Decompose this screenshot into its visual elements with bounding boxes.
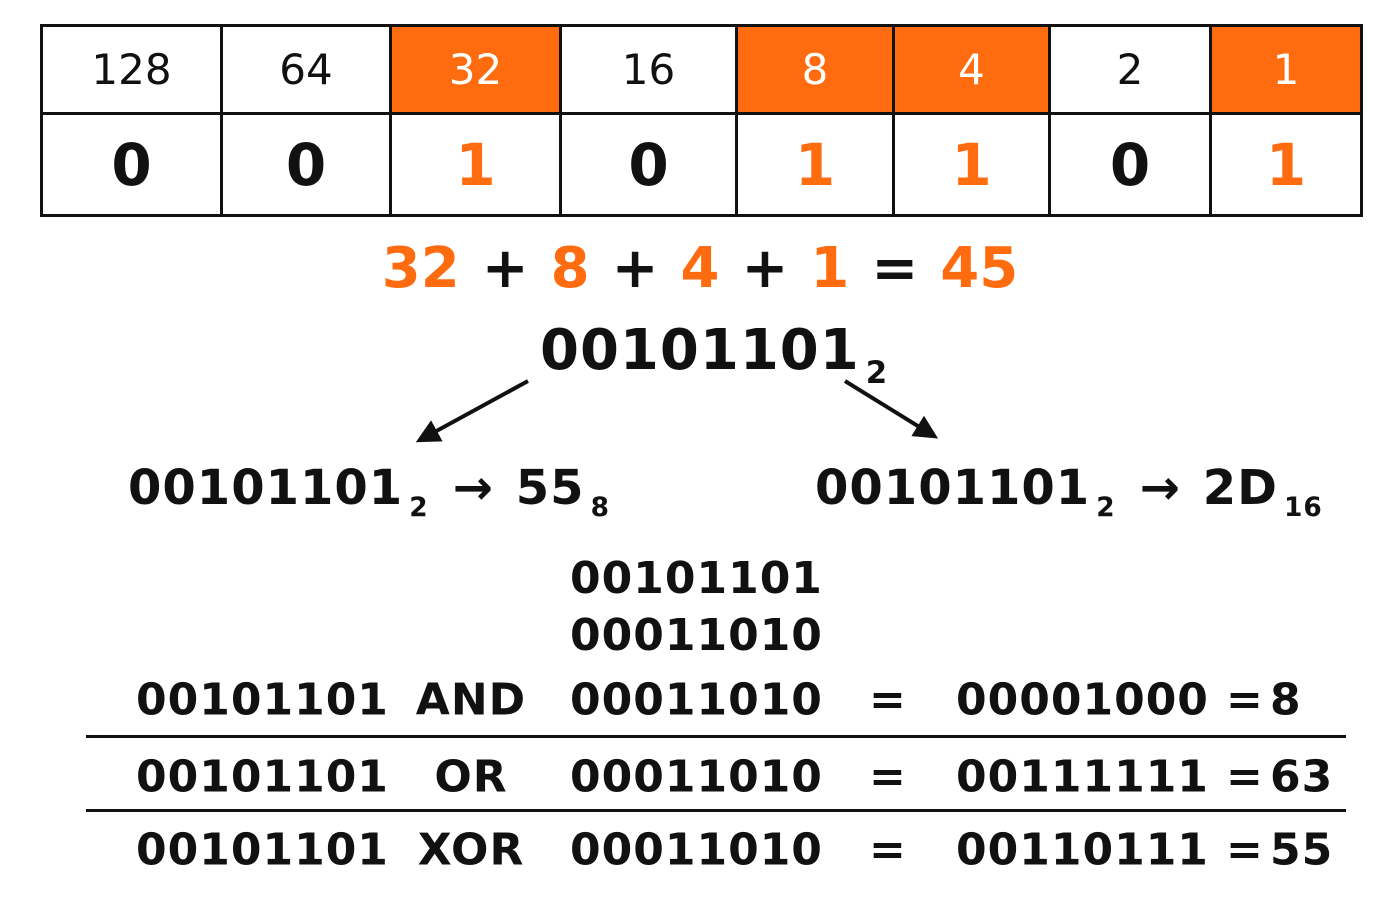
weight-cell: 8 xyxy=(735,24,895,115)
weight-cell: 64 xyxy=(220,24,392,115)
binary-result: 00111111 xyxy=(956,751,1209,803)
octal-conversion: 00101101 2 → 55 8 xyxy=(128,460,610,523)
binary-number: 00101101 2 xyxy=(540,318,888,391)
weight-cell: 16 xyxy=(559,24,738,115)
plus-sign: + xyxy=(741,236,789,301)
binary-result: 00110111 xyxy=(956,824,1209,876)
decimal-result: 55 xyxy=(1270,824,1334,876)
equals-sign: = xyxy=(869,751,907,803)
operator-label: XOR xyxy=(417,824,525,876)
weight-cell: 4 xyxy=(892,24,1051,115)
right-operand: 00011010 xyxy=(570,674,823,726)
stacked-operand: 00101101 xyxy=(570,553,823,604)
octal-value: 55 xyxy=(515,460,585,516)
conversion-source: 00101101 xyxy=(128,460,404,516)
bit-cell: 0 xyxy=(1048,112,1212,217)
equals-sign: = xyxy=(1226,751,1264,803)
weight-cell: 32 xyxy=(389,24,562,115)
row-divider xyxy=(86,809,1346,812)
arrow-right-icon: → xyxy=(1139,460,1181,516)
conversion-source: 00101101 xyxy=(815,460,1091,516)
and-row: 00101101 AND 00011010 = 00001000 = 8 xyxy=(86,665,1346,735)
bit-cell: 1 xyxy=(892,112,1051,217)
base-subscript: 2 xyxy=(409,491,429,523)
sum-term: 1 xyxy=(810,236,850,301)
plus-sign: + xyxy=(611,236,659,301)
sum-term: 8 xyxy=(550,236,590,301)
left-operand: 00101101 xyxy=(136,674,389,726)
plus-sign: + xyxy=(481,236,529,301)
left-operand: 00101101 xyxy=(136,824,389,876)
base-subscript: 8 xyxy=(590,491,610,523)
hex-conversion: 00101101 2 → 2D 16 xyxy=(815,460,1323,523)
bit-weights-row: 128 64 32 16 8 4 2 1 xyxy=(40,24,1363,115)
right-operand: 00011010 xyxy=(570,751,823,803)
base-subscript: 16 xyxy=(1284,491,1323,523)
xor-row: 00101101 XOR 00011010 = 00110111 = 55 xyxy=(86,815,1346,885)
bit-cell: 0 xyxy=(40,112,223,217)
weight-cell: 1 xyxy=(1209,24,1363,115)
operator-label: OR xyxy=(434,751,508,803)
bit-cell: 1 xyxy=(389,112,562,217)
operator-label: AND xyxy=(415,674,527,726)
equals-sign: = xyxy=(871,236,919,301)
bit-values-row: 0 0 1 0 1 1 0 1 xyxy=(40,112,1363,217)
hex-value: 2D xyxy=(1202,460,1279,516)
binary-value: 00101101 xyxy=(540,318,860,383)
decimal-result: 8 xyxy=(1270,674,1302,726)
weight-cell: 2 xyxy=(1048,24,1212,115)
bit-cell: 0 xyxy=(559,112,738,217)
or-row: 00101101 OR 00011010 = 00111111 = 63 xyxy=(86,742,1346,812)
equals-sign: = xyxy=(1226,824,1264,876)
sum-term: 4 xyxy=(680,236,720,301)
equals-sign: = xyxy=(869,674,907,726)
row-divider xyxy=(86,735,1346,738)
base-subscript: 2 xyxy=(865,354,889,391)
bit-table: 128 64 32 16 8 4 2 1 0 0 1 0 1 1 0 1 xyxy=(40,24,1363,217)
arrow-left-icon xyxy=(415,379,529,443)
bit-cell: 0 xyxy=(220,112,392,217)
bit-cell: 1 xyxy=(1209,112,1363,217)
equals-sign: = xyxy=(869,824,907,876)
sum-term: 32 xyxy=(381,236,460,301)
stacked-operand: 00011010 xyxy=(570,610,823,661)
binary-result: 00001000 xyxy=(956,674,1209,726)
left-operand: 00101101 xyxy=(136,751,389,803)
sum-equation: 32 +8 +4 +1 = 45 xyxy=(0,236,1400,301)
bit-cell: 1 xyxy=(735,112,895,217)
weight-cell: 128 xyxy=(40,24,223,115)
sum-result: 45 xyxy=(940,236,1019,301)
equals-sign: = xyxy=(1226,674,1264,726)
decimal-result: 63 xyxy=(1270,751,1334,803)
right-operand: 00011010 xyxy=(570,824,823,876)
base-subscript: 2 xyxy=(1096,491,1116,523)
arrow-right-icon: → xyxy=(452,460,494,516)
